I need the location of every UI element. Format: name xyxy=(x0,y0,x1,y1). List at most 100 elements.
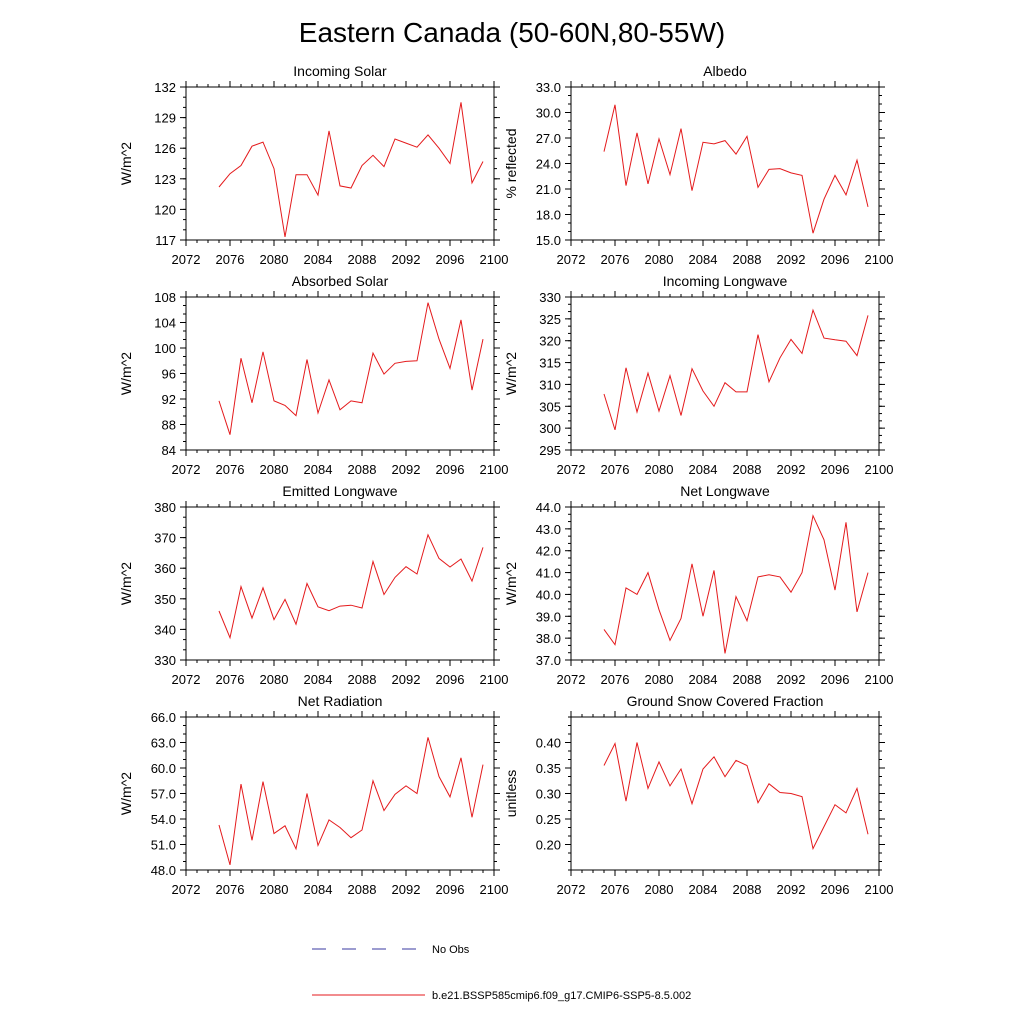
series-line xyxy=(218,102,484,237)
chart-panel: 2072 2076 2080 2084 2088 2092 2096 2100 48.0 51.0… xyxy=(118,693,508,897)
chart-panel: 2072 2076 2080 2084 2088 2092 2096 2100 117 120 12… xyxy=(118,63,508,267)
y-tick-label: 44.0 xyxy=(536,500,561,515)
y-tick-label: 30.0 xyxy=(536,106,561,121)
chart-panel: 2072 2076 2080 2084 2088 2092 2096 2100 15.0 18.0… xyxy=(503,63,893,267)
panel-title: Incoming Solar xyxy=(293,63,387,79)
y-tick-label: 27.0 xyxy=(536,131,561,146)
x-tick-label: 2100 xyxy=(480,672,509,687)
y-tick-label: 54.0 xyxy=(151,812,176,827)
plot-frame xyxy=(570,86,880,241)
x-tick-label: 2072 xyxy=(557,882,586,897)
x-tick-label: 2076 xyxy=(601,882,630,897)
series-line xyxy=(218,737,484,866)
plot-frame xyxy=(185,86,495,241)
y-tick-label: 38.0 xyxy=(536,631,561,646)
x-tick-label: 2072 xyxy=(172,882,201,897)
y-axis-label: W/m^2 xyxy=(118,772,134,815)
legend-obs-label: No Obs xyxy=(432,944,470,956)
y-tick-label: 132 xyxy=(154,80,176,95)
x-tick-label: 2088 xyxy=(733,252,762,267)
x-tick-label: 2072 xyxy=(172,252,201,267)
x-tick-label: 2080 xyxy=(260,462,289,477)
x-tick-label: 2088 xyxy=(733,882,762,897)
y-tick-label: 340 xyxy=(154,622,176,637)
y-axis-label: W/m^2 xyxy=(118,562,134,605)
x-tick-label: 2072 xyxy=(172,462,201,477)
x-tick-label: 2092 xyxy=(392,882,421,897)
y-tick-label: 100 xyxy=(154,341,176,356)
x-tick-label: 2100 xyxy=(865,882,894,897)
x-tick-label: 2088 xyxy=(733,462,762,477)
x-tick-label: 2092 xyxy=(777,672,806,687)
x-tick-label: 2072 xyxy=(557,462,586,477)
x-tick-label: 2100 xyxy=(865,252,894,267)
plot-frame xyxy=(570,716,880,871)
y-tick-label: 117 xyxy=(155,233,176,248)
y-tick-label: 0.20 xyxy=(536,838,561,853)
panel-title: Incoming Longwave xyxy=(663,273,788,289)
y-tick-label: 108 xyxy=(154,290,176,305)
chart-panel: 2072 2076 2080 2084 2088 2092 2096 2100 0.20 0.25… xyxy=(503,693,893,897)
y-tick-label: 43.0 xyxy=(536,522,561,537)
x-tick-label: 2096 xyxy=(436,672,465,687)
x-tick-label: 2088 xyxy=(348,462,377,477)
x-tick-label: 2096 xyxy=(436,252,465,267)
y-tick-label: 320 xyxy=(539,334,561,349)
plot-frame xyxy=(570,296,880,451)
y-tick-label: 92 xyxy=(162,392,176,407)
x-tick-label: 2084 xyxy=(304,252,333,267)
x-tick-label: 2092 xyxy=(392,672,421,687)
y-tick-label: 88 xyxy=(162,418,176,433)
y-tick-label: 0.25 xyxy=(536,812,561,827)
x-tick-label: 2080 xyxy=(260,672,289,687)
panels: 2072 2076 2080 2084 2088 2092 2096 2100 117 120 12… xyxy=(118,63,893,897)
x-tick-label: 2096 xyxy=(821,462,850,477)
x-tick-label: 2092 xyxy=(392,252,421,267)
x-tick-label: 2088 xyxy=(348,882,377,897)
y-tick-label: 310 xyxy=(539,377,561,392)
series-line xyxy=(603,308,869,431)
y-tick-label: 21.0 xyxy=(536,182,561,197)
series-line xyxy=(218,302,484,435)
x-tick-label: 2084 xyxy=(304,672,333,687)
y-axis-label: W/m^2 xyxy=(118,352,134,395)
x-tick-label: 2076 xyxy=(216,672,245,687)
y-axis-label: W/m^2 xyxy=(503,562,519,605)
x-tick-label: 2072 xyxy=(557,252,586,267)
y-tick-label: 123 xyxy=(154,172,176,187)
figure-title: Eastern Canada (50-60N,80-55W) xyxy=(299,17,725,48)
x-tick-label: 2100 xyxy=(480,462,509,477)
y-tick-label: 42.0 xyxy=(536,544,561,559)
x-tick-label: 2072 xyxy=(557,672,586,687)
y-tick-label: 315 xyxy=(539,356,561,371)
panel-title: Albedo xyxy=(703,63,747,79)
x-tick-label: 2084 xyxy=(304,882,333,897)
x-tick-label: 2092 xyxy=(392,462,421,477)
x-tick-label: 2088 xyxy=(348,252,377,267)
x-tick-label: 2092 xyxy=(777,462,806,477)
legend: No Obs b.e21.BSSP585cmip6.f09_g17.CMIP6-… xyxy=(312,944,691,1002)
panel-title: Net Radiation xyxy=(298,693,383,709)
x-tick-label: 2076 xyxy=(601,672,630,687)
chart-panel: 2072 2076 2080 2084 2088 2092 2096 2100 84 88 92 96… xyxy=(118,273,508,477)
y-tick-label: 60.0 xyxy=(151,761,176,776)
panel-title: Net Longwave xyxy=(680,483,770,499)
y-tick-label: 39.0 xyxy=(536,609,561,624)
x-tick-label: 2076 xyxy=(216,252,245,267)
y-tick-label: 330 xyxy=(154,653,176,668)
panel-title: Ground Snow Covered Fraction xyxy=(627,693,824,709)
y-tick-label: 33.0 xyxy=(536,80,561,95)
x-tick-label: 2084 xyxy=(689,462,718,477)
x-tick-label: 2076 xyxy=(216,462,245,477)
y-tick-label: 24.0 xyxy=(536,157,561,172)
y-tick-label: 66.0 xyxy=(151,710,176,725)
x-tick-label: 2096 xyxy=(821,882,850,897)
x-tick-label: 2076 xyxy=(601,462,630,477)
y-tick-label: 325 xyxy=(539,312,561,327)
y-axis-label: W/m^2 xyxy=(503,352,519,395)
y-tick-label: 84 xyxy=(162,443,176,458)
y-tick-label: 120 xyxy=(154,202,176,217)
x-tick-label: 2076 xyxy=(601,252,630,267)
